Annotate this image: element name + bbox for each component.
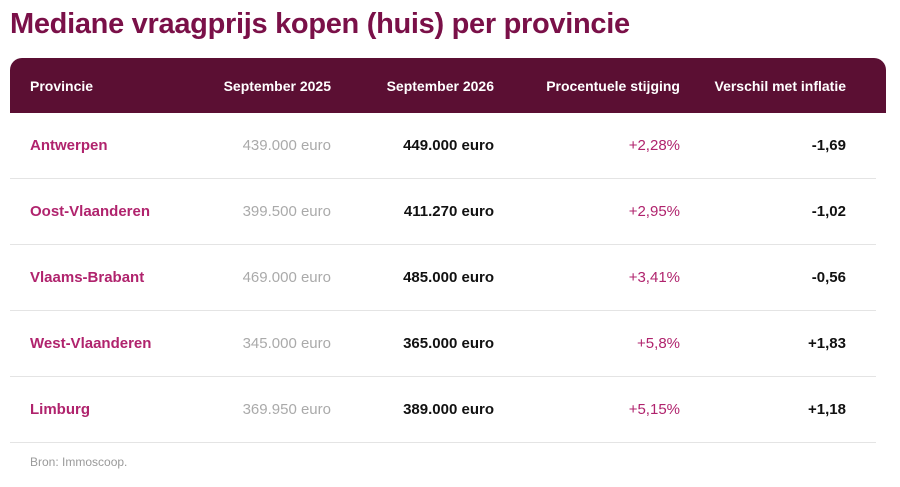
inflation-diff-cell: -0,56 bbox=[811, 269, 846, 286]
price-2026-cell: 411.270 euro bbox=[403, 203, 494, 220]
increase-cell: +3,41% bbox=[628, 269, 680, 286]
table-header: Provincie September 2025 September 2026 … bbox=[10, 58, 886, 113]
increase-cell: +2,95% bbox=[628, 203, 680, 220]
increase-cell: +2,28% bbox=[628, 137, 680, 154]
increase-cell: +5,15% bbox=[628, 401, 680, 418]
price-2025-cell: 345.000 euro bbox=[242, 335, 331, 352]
header-verschil-met-inflatie: Verschil met inflatie bbox=[714, 77, 847, 94]
table-row: Antwerpen 439.000 euro 449.000 euro +2,2… bbox=[10, 113, 876, 179]
inflation-diff-cell: -1,02 bbox=[811, 203, 846, 220]
price-table: Provincie September 2025 September 2026 … bbox=[10, 58, 886, 443]
province-cell: West-Vlaanderen bbox=[30, 335, 152, 352]
price-2025-cell: 369.950 euro bbox=[242, 401, 331, 418]
price-2025-cell: 439.000 euro bbox=[242, 137, 331, 154]
header-september-2025: September 2025 bbox=[223, 77, 331, 94]
inflation-diff-cell: -1,69 bbox=[811, 137, 846, 154]
province-cell: Limburg bbox=[30, 401, 90, 418]
page-title: Mediane vraagprijs kopen (huis) per prov… bbox=[10, 8, 630, 40]
header-september-2026: September 2026 bbox=[386, 77, 494, 94]
table-row: West-Vlaanderen 345.000 euro 365.000 eur… bbox=[10, 311, 876, 377]
price-2026-cell: 449.000 euro bbox=[403, 137, 494, 154]
price-2026-cell: 389.000 euro bbox=[403, 401, 494, 418]
table-row: Oost-Vlaanderen 399.500 euro 411.270 eur… bbox=[10, 179, 876, 245]
price-2025-cell: 469.000 euro bbox=[242, 269, 331, 286]
province-cell: Antwerpen bbox=[30, 137, 108, 154]
price-2026-cell: 365.000 euro bbox=[403, 335, 494, 352]
table-row: Limburg 369.950 euro 389.000 euro +5,15%… bbox=[10, 377, 876, 443]
province-cell: Vlaams-Brabant bbox=[30, 269, 145, 286]
table-row: Vlaams-Brabant 469.000 euro 485.000 euro… bbox=[10, 245, 876, 311]
inflation-diff-cell: +1,18 bbox=[808, 401, 846, 418]
header-procentuele-stijging: Procentuele stijging bbox=[546, 77, 680, 94]
province-cell: Oost-Vlaanderen bbox=[30, 203, 151, 220]
price-2025-cell: 399.500 euro bbox=[242, 203, 331, 220]
inflation-diff-cell: +1,83 bbox=[808, 335, 846, 352]
price-2026-cell: 485.000 euro bbox=[403, 269, 494, 286]
increase-cell: +5,8% bbox=[637, 335, 680, 352]
header-provincie: Provincie bbox=[30, 77, 94, 94]
source-note: Bron: Immoscoop. bbox=[30, 455, 128, 469]
